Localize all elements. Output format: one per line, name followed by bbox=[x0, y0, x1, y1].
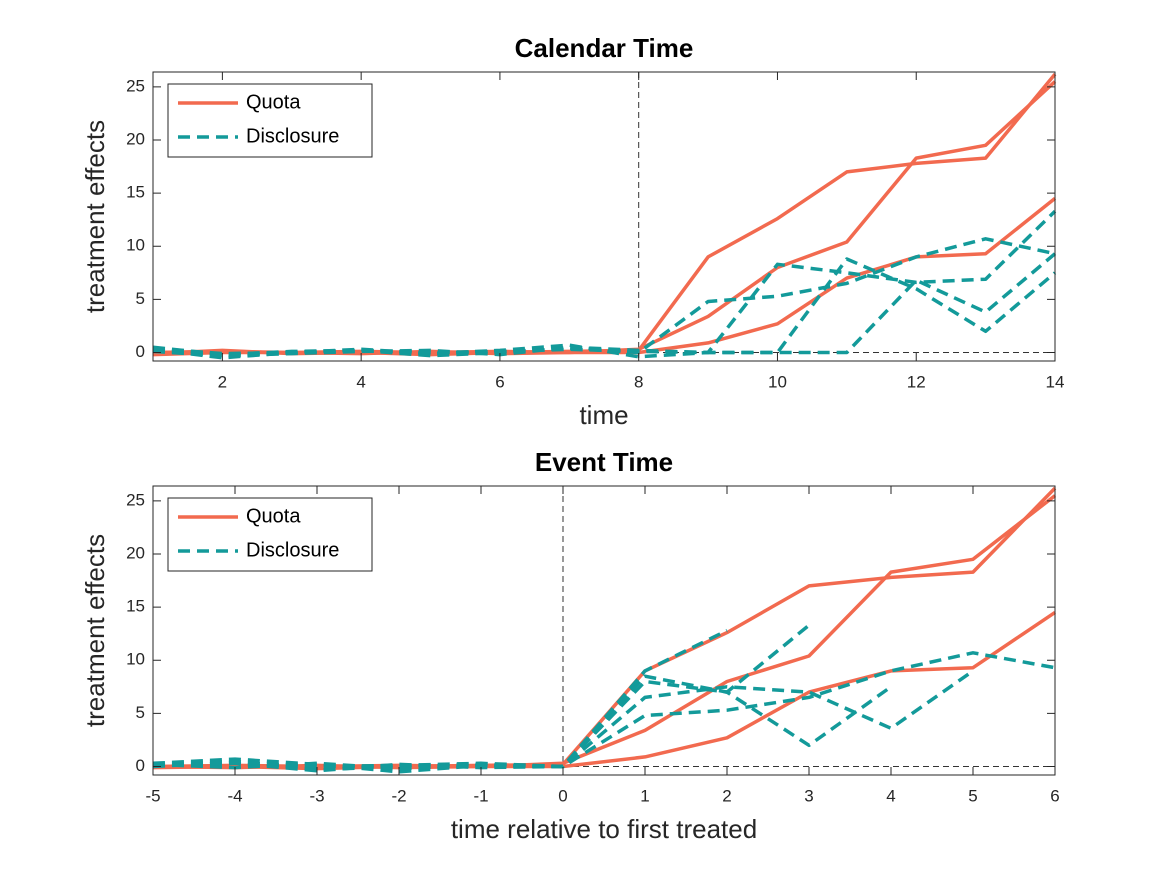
legend-box bbox=[167, 83, 373, 158]
y-tick-label: 10 bbox=[126, 236, 145, 255]
axes-box bbox=[152, 71, 1056, 362]
x-tick-label: -1 bbox=[473, 786, 488, 805]
x-axis-label: time bbox=[579, 400, 628, 430]
legend-label: Disclosure bbox=[246, 125, 339, 147]
x-tick-label: -5 bbox=[145, 786, 160, 805]
legend: Quota Disclosure bbox=[167, 83, 373, 158]
x-tick-label: 6 bbox=[495, 372, 504, 391]
x-tick-label: 2 bbox=[218, 372, 227, 391]
y-tick-label: 5 bbox=[136, 703, 145, 722]
x-tick-label: 10 bbox=[768, 372, 787, 391]
chart-title: Event Time bbox=[535, 447, 673, 477]
y-tick-label: 15 bbox=[126, 183, 145, 202]
y-tick-label: 20 bbox=[126, 543, 145, 562]
series-line bbox=[152, 628, 728, 769]
axes: -5 -4 -3 -2 -1 0 1 2 3 4 5 6 0 5 10 15 20 25 Event Time tim… bbox=[80, 447, 1060, 844]
legend-label: Disclosure bbox=[246, 539, 339, 561]
chart-title: Calendar Time bbox=[515, 33, 694, 63]
series-line bbox=[152, 610, 1056, 770]
x-tick-label: 2 bbox=[722, 786, 731, 805]
y-tick-label: 25 bbox=[126, 76, 145, 95]
series-line bbox=[152, 257, 1057, 358]
y-tick-label: 15 bbox=[126, 597, 145, 616]
series-line bbox=[152, 486, 1057, 771]
axes-box bbox=[152, 485, 1056, 776]
x-tick-label: 4 bbox=[356, 372, 365, 391]
legend-box bbox=[167, 497, 373, 572]
x-tick-label: 12 bbox=[907, 372, 926, 391]
x-tick-label: 6 bbox=[1050, 786, 1059, 805]
y-tick-label: 20 bbox=[126, 129, 145, 148]
x-tick-label: 1 bbox=[640, 786, 649, 805]
x-tick-label: 3 bbox=[804, 786, 813, 805]
y-tick-label: 10 bbox=[126, 650, 145, 669]
y-axis-label: treatment effects bbox=[80, 534, 110, 727]
x-tick-label: -2 bbox=[391, 786, 406, 805]
legend: Quota Disclosure bbox=[167, 497, 373, 572]
x-tick-label: 0 bbox=[558, 786, 567, 805]
x-tick-label: -4 bbox=[227, 786, 242, 805]
x-tick-label: 5 bbox=[968, 786, 977, 805]
y-tick-label: 0 bbox=[136, 342, 145, 361]
y-tick-label: 5 bbox=[136, 289, 145, 308]
legend-label: Quota bbox=[246, 91, 301, 113]
legend-label: Quota bbox=[246, 505, 301, 527]
series-line bbox=[152, 651, 1056, 772]
x-tick-label: -3 bbox=[309, 786, 324, 805]
x-tick-label: 14 bbox=[1046, 372, 1065, 391]
x-axis-label: time relative to first treated bbox=[451, 814, 757, 844]
y-tick-label: 25 bbox=[126, 490, 145, 509]
y-axis-label: treatment effects bbox=[80, 120, 110, 313]
y-tick-label: 0 bbox=[136, 756, 145, 775]
x-tick-label: 4 bbox=[886, 786, 895, 805]
series-line bbox=[152, 197, 1057, 357]
x-tick-label: 8 bbox=[634, 372, 643, 391]
series-line bbox=[152, 623, 811, 771]
axes: 2 4 6 8 10 12 14 0 5 10 15 20 25 Calendar Time time tre… bbox=[80, 33, 1065, 430]
